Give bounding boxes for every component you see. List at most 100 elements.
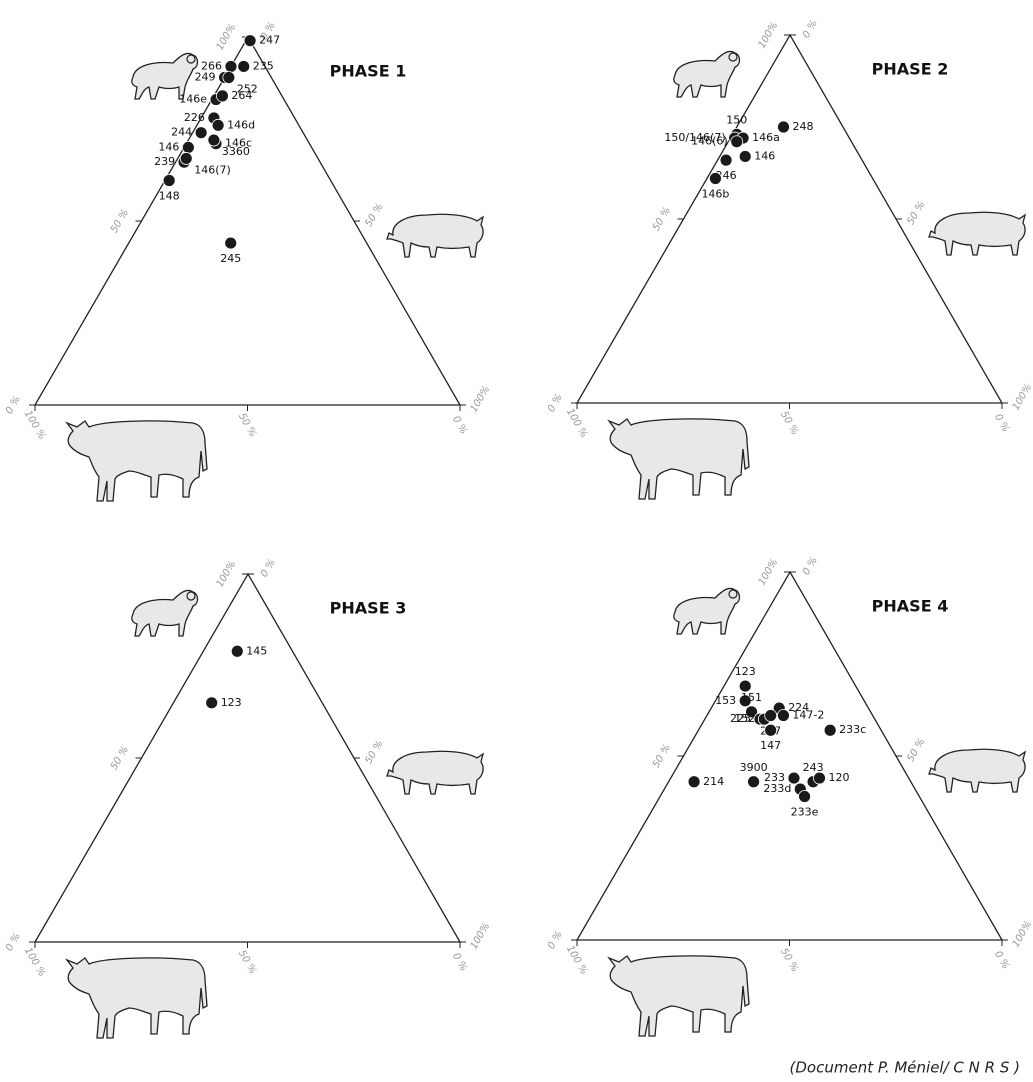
point-label: 266 bbox=[201, 59, 222, 72]
point-label: 146(6) bbox=[691, 135, 728, 148]
tick-label: 50 % bbox=[236, 948, 258, 976]
point-label: 244 bbox=[171, 126, 192, 139]
tick-label: 0 % bbox=[4, 931, 23, 953]
point-label: 146e bbox=[179, 93, 207, 106]
data-point bbox=[162, 174, 176, 187]
tick-label: 0 % bbox=[801, 555, 820, 577]
tick-label: 0 % bbox=[546, 392, 565, 414]
tick-label: 0 % bbox=[992, 412, 1011, 434]
point-label: 146a bbox=[752, 131, 780, 144]
point-label: 123 bbox=[221, 696, 242, 709]
tick-label: 0 % bbox=[992, 949, 1011, 971]
tick-label: 100% bbox=[757, 557, 781, 587]
data-point bbox=[764, 709, 778, 722]
point-label: 146(7) bbox=[194, 163, 231, 176]
tick-label: 100 % bbox=[564, 407, 589, 440]
pig-icon bbox=[386, 213, 484, 258]
data-point bbox=[719, 153, 733, 167]
pig-icon bbox=[386, 750, 484, 795]
point-label: 146d bbox=[227, 118, 255, 131]
tick-label: 50 % bbox=[109, 744, 131, 772]
point-label: 120 bbox=[828, 771, 849, 784]
point-label: 146c bbox=[225, 137, 252, 150]
point-label: 152 bbox=[734, 712, 755, 725]
tick-label: 50 % bbox=[778, 946, 800, 974]
data-point bbox=[777, 709, 790, 722]
point-label: 225 bbox=[730, 712, 751, 725]
tick-label: 50 % bbox=[363, 201, 385, 229]
data-point bbox=[224, 60, 238, 73]
point-label: 146b bbox=[701, 188, 729, 201]
data-point bbox=[813, 771, 826, 785]
cow-icon bbox=[66, 957, 208, 1039]
triangle bbox=[33, 572, 462, 943]
data-point bbox=[709, 172, 722, 185]
point-label: 233 bbox=[764, 771, 785, 784]
point-label: 214 bbox=[703, 775, 724, 788]
data-point bbox=[738, 679, 752, 693]
data-point bbox=[216, 89, 229, 103]
data-point bbox=[687, 775, 701, 789]
data-point bbox=[764, 723, 778, 737]
tick-label: 50 % bbox=[651, 205, 673, 233]
pig-icon bbox=[928, 211, 1026, 256]
pig-icon bbox=[928, 748, 1026, 793]
data-point bbox=[823, 723, 837, 737]
tick-label: 50 % bbox=[905, 736, 927, 764]
cow-icon bbox=[608, 418, 750, 500]
data-point bbox=[237, 60, 251, 73]
panel-title: PHASE 3 bbox=[330, 599, 407, 618]
data-point bbox=[798, 790, 811, 803]
ternary-panel: PHASE 20 %50 %100% 0 %50 %100%0 %50 %100 … bbox=[546, 18, 1033, 500]
point-label: 233c bbox=[839, 723, 866, 736]
tick-label: 100 % bbox=[564, 944, 589, 977]
cow-icon bbox=[608, 955, 750, 1037]
tick-label: 100% bbox=[1011, 919, 1033, 949]
point-label: 239 bbox=[154, 155, 175, 168]
point-label: 264 bbox=[231, 89, 252, 102]
tick-label: 50 % bbox=[905, 199, 927, 227]
panel-title: PHASE 1 bbox=[330, 62, 407, 81]
point-label: 226 bbox=[184, 111, 205, 124]
point-label: 153 bbox=[715, 694, 736, 707]
point-label: 247 bbox=[259, 34, 280, 47]
data-point bbox=[747, 775, 760, 789]
data-point bbox=[222, 71, 236, 84]
data-point bbox=[730, 135, 744, 149]
data-point bbox=[207, 133, 221, 147]
point-label: 145 bbox=[246, 644, 267, 657]
triangle bbox=[575, 570, 1004, 941]
tick-label: 0 % bbox=[450, 951, 469, 973]
point-label: 252 bbox=[237, 82, 258, 95]
tick-label: 100% bbox=[1011, 382, 1033, 412]
point-label: 245 bbox=[220, 252, 241, 265]
tick-label: 100% bbox=[469, 921, 493, 951]
data-point bbox=[224, 236, 238, 250]
point-label: 147 bbox=[760, 739, 781, 752]
sheep-icon bbox=[673, 50, 741, 98]
tick-label: 100 % bbox=[22, 946, 47, 979]
caption: (Document P. Méniel/ C N R S ) bbox=[790, 1059, 1020, 1077]
data-point bbox=[179, 152, 193, 165]
tick-label: 100 % bbox=[22, 409, 47, 442]
data-point bbox=[738, 150, 752, 163]
point-label: 224 bbox=[788, 701, 809, 714]
point-label: 249 bbox=[195, 70, 216, 83]
tick-label: 0 % bbox=[259, 557, 278, 579]
data-point bbox=[230, 644, 244, 658]
panel-title: PHASE 4 bbox=[872, 597, 949, 616]
point-label: 146 bbox=[754, 149, 775, 162]
panel-title: PHASE 2 bbox=[872, 60, 949, 79]
point-label: 248 bbox=[793, 120, 814, 133]
tick-label: 0 % bbox=[801, 18, 820, 40]
tick-label: 100% bbox=[757, 20, 781, 50]
data-point bbox=[745, 705, 758, 719]
tick-label: 100% bbox=[215, 559, 239, 589]
point-label: 151 bbox=[741, 691, 762, 704]
point-label: 3900 bbox=[740, 761, 768, 774]
sheep-icon bbox=[673, 587, 741, 635]
ternary-panel: PHASE 10 %50 %100% 0 %50 %100%0 %50 %100 … bbox=[4, 20, 492, 502]
point-label: 147-2 bbox=[792, 709, 824, 722]
data-point bbox=[777, 120, 790, 134]
